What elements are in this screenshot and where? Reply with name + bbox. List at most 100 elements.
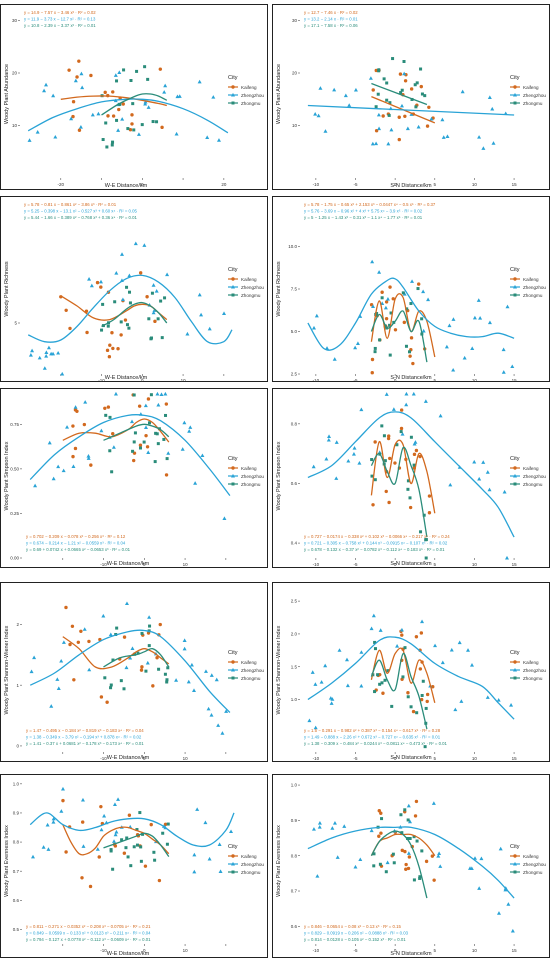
- data-point-zhongmu: [143, 65, 147, 69]
- legend-swatch-square: [513, 101, 517, 105]
- data-point-zhongmu: [136, 651, 140, 655]
- data-point-kaifeng: [430, 854, 435, 858]
- data-point-zhongmu: [149, 336, 153, 340]
- legend-swatch-triangle: [513, 284, 517, 289]
- data-point-zhengzhou: [404, 391, 409, 396]
- data-point-zhengzhou: [440, 117, 445, 122]
- data-point-zhongmu: [153, 858, 157, 862]
- data-point-kaifeng: [403, 114, 407, 118]
- x-tick-label: -10: [313, 378, 320, 383]
- data-point-kaifeng: [387, 434, 391, 438]
- data-point-zhongmu: [109, 848, 113, 852]
- data-point-zhengzhou: [370, 141, 375, 146]
- equation-kaifeng: y = 5.78 − 0.81 x − 0.861 x² − 3.86 x³ ·…: [24, 202, 117, 207]
- data-point-zhengzhou: [378, 628, 383, 632]
- y-tick-label: 0.8: [13, 840, 20, 845]
- data-point-zhengzhou: [56, 686, 61, 690]
- y-axis-label: Woody Plant Shannon-Wiener Index: [4, 625, 10, 714]
- data-point-zhengzhou: [359, 407, 364, 412]
- legend-title: City: [228, 456, 238, 462]
- legend-label-kaifeng: Kaifeng: [241, 85, 257, 90]
- data-point-zhengzhou: [328, 696, 333, 700]
- fit-curve-zhongmu: [103, 832, 170, 857]
- data-point-zhongmu: [150, 291, 154, 295]
- data-point-zhongmu: [404, 344, 408, 348]
- data-point-zhengzhou: [353, 345, 358, 350]
- data-point-zhengzhou: [35, 130, 40, 134]
- data-point-zhengzhou: [472, 459, 477, 464]
- data-point-zhengzhou: [55, 677, 60, 681]
- y-tick-label: 0.00: [10, 556, 19, 561]
- data-point-zhengzhou: [359, 650, 364, 654]
- data-point-zhengzhou: [477, 886, 482, 890]
- data-point-zhengzhou: [99, 428, 104, 433]
- data-point-zhengzhou: [193, 481, 198, 485]
- data-point-zhongmu: [144, 669, 148, 673]
- data-point-zhengzhou: [206, 706, 211, 711]
- data-point-zhengzhou: [329, 701, 334, 705]
- data-point-kaifeng: [137, 404, 142, 408]
- data-point-zhongmu: [380, 424, 384, 428]
- legend-title: City: [510, 267, 520, 273]
- data-point-zhongmu: [378, 338, 382, 342]
- data-point-kaifeng: [64, 605, 68, 610]
- data-point-kaifeng: [71, 100, 76, 104]
- data-point-zhongmu: [126, 855, 130, 859]
- equation-zhengzhou: y = 0.849 − 0.0599 x − 0.133 x² + 0.0123…: [26, 931, 151, 936]
- data-point-kaifeng: [399, 426, 404, 431]
- data-point-kaifeng: [425, 699, 429, 704]
- fit-curve-kaifeng: [62, 636, 170, 670]
- data-point-zhongmu: [421, 679, 425, 683]
- x-tick-label: 15: [512, 182, 518, 187]
- x-tick-label: 15: [512, 756, 518, 761]
- x-tick-label: 10: [472, 948, 478, 953]
- data-point-zhengzhou: [82, 627, 87, 631]
- data-point-zhongmu: [104, 413, 108, 417]
- data-point-zhengzhou: [501, 370, 506, 374]
- data-point-zhengzhou: [470, 346, 475, 350]
- data-point-zhongmu: [138, 446, 142, 450]
- data-point-kaifeng: [117, 107, 121, 112]
- data-point-zhongmu: [111, 867, 115, 871]
- data-point-zhengzhou: [51, 820, 56, 824]
- y-tick-label: 1.5: [291, 664, 298, 669]
- data-point-zhengzhou: [406, 803, 411, 808]
- equation-kaifeng: y = 0.811 − 0.271 x − 0.0352 x² − 0.208 …: [26, 924, 151, 929]
- x-tick-label: 0: [143, 562, 146, 567]
- data-point-zhengzhou: [421, 289, 426, 294]
- data-point-zhengzhou: [65, 425, 70, 429]
- data-point-zhongmu: [388, 353, 392, 357]
- data-point-kaifeng: [400, 848, 404, 853]
- fit-curve-zhongmu: [371, 82, 428, 106]
- data-point-zhongmu: [154, 431, 158, 435]
- data-point-zhengzhou: [334, 440, 339, 444]
- data-point-zhengzhou: [444, 344, 449, 349]
- x-tick-label: 10: [472, 562, 478, 567]
- y-tick-label: 10: [12, 123, 18, 128]
- data-point-kaifeng: [153, 319, 157, 324]
- fit-curve-zhongmu: [101, 301, 168, 327]
- legend-swatch-triangle: [231, 667, 235, 672]
- equation-zhengzhou: y = 11.9 − 3.73 x − 12.7 x² · R² = 0.13: [24, 17, 96, 22]
- data-point-zhongmu: [140, 123, 144, 127]
- data-point-kaifeng: [425, 124, 430, 128]
- data-point-zhengzhou: [73, 78, 78, 83]
- data-point-zhengzhou: [191, 688, 196, 692]
- data-point-zhongmu: [155, 432, 159, 436]
- fit-curve-zhongmu: [370, 830, 428, 899]
- data-point-zhongmu: [392, 861, 396, 865]
- data-point-zhengzhou: [377, 126, 382, 131]
- chart-panel-d-left: -10 0 10 0 1 2 W-E Distance/km Woody Plant Shan…: [0, 582, 268, 762]
- x-tick-label: -10: [313, 948, 320, 953]
- data-point-kaifeng: [122, 851, 127, 855]
- data-point-kaifeng: [419, 631, 424, 635]
- data-point-zhengzhou: [386, 141, 391, 146]
- data-point-zhongmu: [407, 350, 411, 354]
- legend-label-zhengzhou: Zhengzhou: [241, 474, 264, 479]
- x-tick-label: 10: [472, 378, 478, 383]
- data-point-zhengzhou: [80, 797, 85, 802]
- equation-zhongmu: y = 0.814 − 0.0128 x − 0.105 x² − 0.152 …: [304, 937, 406, 942]
